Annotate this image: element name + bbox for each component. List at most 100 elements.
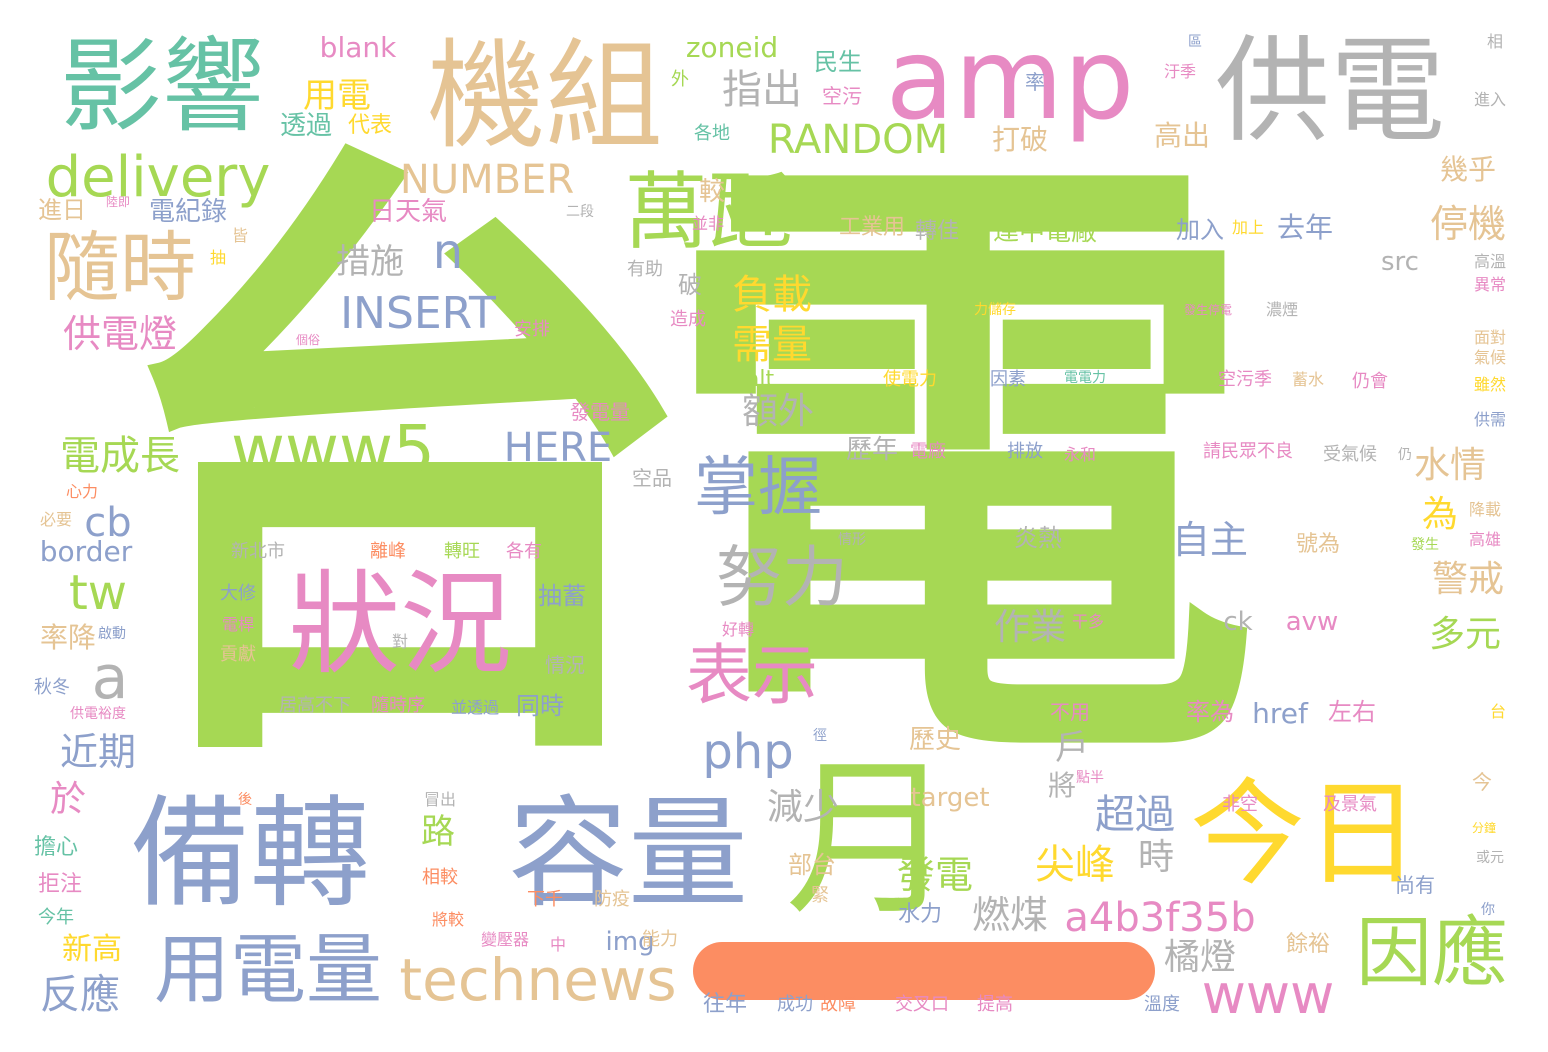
cloud-word: 電成長 xyxy=(60,433,180,479)
cloud-word: NUMBER xyxy=(399,157,575,203)
cloud-word: 變壓器 xyxy=(480,930,530,949)
cloud-word: 台 xyxy=(1489,702,1507,721)
cloud-word: 分鐘 xyxy=(1471,821,1497,835)
cloud-word: 皆 xyxy=(231,226,249,245)
cloud-word: 額外 xyxy=(741,391,815,432)
cloud-word: 溫度 xyxy=(1144,994,1180,1015)
cloud-word: RANDOM xyxy=(767,117,949,163)
cloud-word: 徑 xyxy=(813,728,827,744)
cloud-word: 仍 xyxy=(1398,447,1412,463)
cloud-word: 打破 xyxy=(991,123,1049,156)
cloud-word: 於 xyxy=(49,779,87,820)
cloud-word: 中 xyxy=(549,935,567,954)
cloud-word: 隨時 xyxy=(44,223,196,312)
cloud-word: 減少 xyxy=(766,787,840,828)
cloud-word: cb xyxy=(84,500,132,546)
cloud-word: alt xyxy=(745,367,775,392)
cloud-word: 新北市 xyxy=(231,541,285,562)
cloud-word: n xyxy=(432,224,464,280)
cloud-word: 路 xyxy=(421,812,455,852)
cloud-word: 有助 xyxy=(627,259,663,280)
cloud-word: 掌握 xyxy=(694,451,822,525)
cloud-word: 水情 xyxy=(1413,445,1487,486)
cloud-word: 濃煙 xyxy=(1265,300,1299,319)
cloud-word: 拒注 xyxy=(37,872,83,897)
cloud-word: 新高 xyxy=(62,932,122,967)
cloud-word: 需量 xyxy=(732,322,812,368)
cloud-word: 戶 xyxy=(1055,728,1089,768)
cloud-word: 努力 xyxy=(716,539,848,616)
cloud-word: 橘燈 xyxy=(1163,937,1237,978)
cloud-word: 表示 xyxy=(686,637,818,714)
cloud-word: 各有 xyxy=(506,541,542,562)
cloud-word: 相較 xyxy=(422,867,458,888)
cloud-word: 歷史 xyxy=(908,725,962,755)
cloud-word: 氣候 xyxy=(1473,348,1507,367)
cloud-word: 停機 xyxy=(1429,202,1507,246)
cloud-word: 相 xyxy=(1486,32,1504,51)
cloud-word: 晚間 xyxy=(541,621,589,649)
cloud-word: 萬瓩 xyxy=(623,163,793,261)
cloud-word: 工業用 xyxy=(838,215,906,240)
cloud-word: 率 xyxy=(1025,70,1045,94)
cloud-word: 使電力 xyxy=(883,369,937,390)
cloud-word: 電廠 xyxy=(910,441,946,462)
cloud-word: 為 xyxy=(1421,494,1459,535)
cloud-word: 供電裕度 xyxy=(70,706,126,722)
cloud-word: 力儲存 xyxy=(974,302,1016,318)
cloud-word: 貢獻 xyxy=(220,644,256,665)
cloud-word: 因應 xyxy=(1356,908,1508,997)
cloud-word: 永和 xyxy=(1063,445,1097,464)
cloud-word: 故障 xyxy=(820,994,856,1015)
cloud-word: 發生 xyxy=(1411,537,1439,553)
cloud-word: 今年 xyxy=(38,907,74,928)
cloud-word: 自主 xyxy=(1171,518,1249,562)
cloud-word: 防疫 xyxy=(594,889,630,910)
cloud-word: 高出 xyxy=(1153,119,1211,152)
cloud-word: avw xyxy=(1285,607,1339,637)
cloud-word: 造成 xyxy=(670,309,706,330)
cloud-word: 仍會 xyxy=(1352,371,1388,392)
cloud-word: 提高 xyxy=(977,994,1013,1015)
cloud-word: zoneid xyxy=(685,31,779,64)
cloud-word: 尖峰 xyxy=(1035,842,1115,888)
cloud-word: 擔心 xyxy=(33,835,79,860)
cloud-word: 率為 xyxy=(1186,698,1234,726)
cloud-word: www5 xyxy=(231,411,435,488)
cloud-word: target xyxy=(910,783,990,813)
cloud-word: 指出 xyxy=(722,67,802,113)
cloud-word: 受氣候 xyxy=(1323,444,1377,465)
cloud-word: 好轉 xyxy=(721,620,755,639)
cloud-word: www xyxy=(1201,963,1335,1026)
cloud-word: 加入 xyxy=(1176,216,1224,244)
cloud-word: 點半 xyxy=(1076,770,1104,786)
cloud-word: 排放 xyxy=(1007,441,1043,462)
cloud-word: 水力 xyxy=(897,902,943,927)
cloud-word: 超過 xyxy=(1095,792,1175,838)
cloud-word: 歷年 xyxy=(845,435,899,465)
cloud-word: 達中電廠 xyxy=(992,217,1098,247)
cloud-word: 電桿 xyxy=(221,615,255,634)
cloud-word: php xyxy=(702,724,794,780)
cloud-word: amp xyxy=(885,15,1135,145)
cloud-word: 並透過 xyxy=(450,698,500,717)
cloud-word: 抽 xyxy=(209,248,227,267)
cloud-word: 能力 xyxy=(642,929,678,950)
cloud-word: 今 xyxy=(1472,770,1492,794)
cloud-word: 隨時序 xyxy=(371,695,425,716)
cloud-word: 供需 xyxy=(1473,410,1507,429)
cloud-word: 率降 xyxy=(39,621,97,654)
cloud-word: INSERT xyxy=(340,288,496,339)
cloud-word: 請民眾不良 xyxy=(1203,441,1293,462)
cloud-word: 並非 xyxy=(691,214,725,233)
cloud-word: 部台 xyxy=(788,851,836,879)
cloud-word: 成功 xyxy=(777,994,813,1015)
cloud-word: 安排 xyxy=(514,319,550,340)
cloud-word: 大修 xyxy=(220,583,256,604)
cloud-word: 月 xyxy=(784,741,956,939)
cloud-word: 你 xyxy=(1481,902,1495,918)
cloud-word: 個俗 xyxy=(295,333,321,347)
cloud-word: 發生停電 xyxy=(1183,303,1233,317)
cloud-word: 不用 xyxy=(1050,700,1090,724)
